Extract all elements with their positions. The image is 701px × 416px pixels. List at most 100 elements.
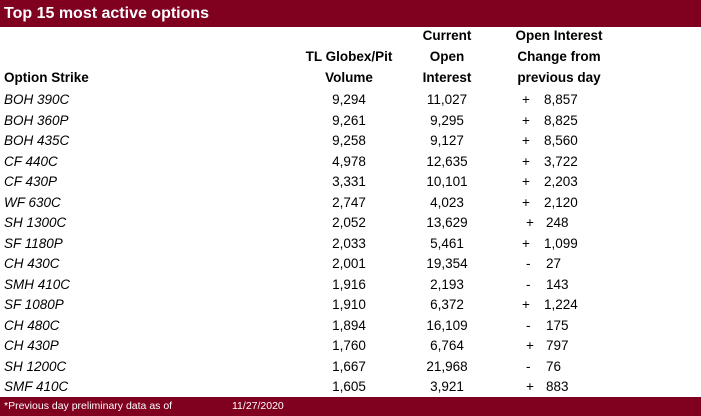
- change-value-cell: 8,857: [544, 92, 578, 107]
- change-sign-cell: -: [526, 358, 531, 374]
- table-row: BOH 435C 9,258 9,127 +8,560: [0, 131, 701, 151]
- change-value-cell: 248: [546, 215, 569, 230]
- change-sign-cell: +: [526, 379, 534, 394]
- volume-cell: 9,258: [332, 133, 366, 148]
- header-volume: TL Globex/Pit Volume: [296, 46, 402, 88]
- table-row: SMF 410C 1,605 3,921 +883: [0, 377, 701, 397]
- option-strike-cell: SF 1080P: [4, 297, 64, 312]
- open-interest-cell: 4,023: [430, 194, 464, 210]
- change-value-cell: 3,722: [544, 153, 578, 169]
- volume-cell: 4,978: [332, 153, 366, 169]
- change-value-cell: 1,099: [544, 235, 578, 251]
- change-value-cell: 2,203: [544, 174, 578, 189]
- change-value-cell: 175: [546, 317, 569, 333]
- table-row: SH 1200C 1,667 21,968 -76: [0, 357, 701, 377]
- change-sign-cell: +: [526, 215, 534, 230]
- option-strike-cell: CF 440C: [4, 153, 58, 169]
- footer-note-bar: *Previous day preliminary data as of 11/…: [0, 397, 701, 416]
- open-interest-cell: 9,295: [430, 112, 464, 128]
- open-interest-cell: 6,372: [430, 297, 464, 312]
- volume-cell: 1,667: [332, 358, 366, 374]
- footer-note: *Previous day preliminary data as of: [4, 400, 173, 412]
- table-title: Top 15 most active options: [0, 0, 701, 27]
- change-sign-cell: +: [522, 235, 530, 251]
- header-option-strike: Option Strike: [4, 70, 89, 85]
- change-value-cell: 76: [546, 358, 562, 374]
- table-row: SMH 410C 1,916 2,193 -143: [0, 275, 701, 295]
- header-oi-line-2: Open: [429, 49, 465, 64]
- volume-cell: 2,052: [332, 215, 366, 230]
- volume-cell: 1,605: [332, 379, 366, 394]
- change-sign-cell: +: [522, 194, 530, 210]
- volume-cell: 2,747: [332, 194, 366, 210]
- change-sign-cell: +: [526, 338, 534, 353]
- change-sign-cell: +: [522, 133, 530, 148]
- header-volume-line-1: TL Globex/Pit: [305, 49, 393, 64]
- volume-cell: 1,760: [332, 338, 366, 353]
- header-oi-change: Open Interest Change from previous day: [494, 25, 624, 88]
- open-interest-cell: 3,921: [430, 379, 464, 394]
- option-strike-cell: SH 1300C: [4, 215, 67, 230]
- change-sign-cell: -: [526, 317, 531, 333]
- change-value-cell: 8,560: [544, 133, 578, 148]
- table-row: CH 430C 2,001 19,354 -27: [0, 254, 701, 274]
- change-value-cell: 1,224: [544, 297, 578, 312]
- table-row: CF 440C 4,978 12,635 +3,722: [0, 152, 701, 172]
- option-strike-cell: CH 430C: [4, 256, 60, 271]
- option-strike-cell: BOH 390C: [4, 92, 70, 107]
- change-value-cell: 797: [546, 338, 569, 353]
- open-interest-cell: 10,101: [426, 174, 468, 189]
- option-strike-cell: CH 480C: [4, 317, 60, 333]
- option-strike-cell: SF 1180P: [4, 235, 63, 251]
- header-oi-line-1: Current: [422, 28, 472, 43]
- volume-cell: 2,001: [332, 256, 366, 271]
- change-value-cell: 27: [546, 256, 562, 271]
- table-row: CF 430P 3,331 10,101 +2,203: [0, 172, 701, 192]
- option-strike-cell: BOH 435C: [4, 133, 70, 148]
- option-strike-cell: SMF 410C: [4, 379, 69, 394]
- table-row: SH 1300C 2,052 13,629 +248: [0, 213, 701, 233]
- open-interest-cell: 21,968: [426, 358, 468, 374]
- change-sign-cell: +: [522, 153, 530, 169]
- open-interest-cell: 16,109: [426, 317, 468, 333]
- change-value-cell: 143: [546, 276, 569, 292]
- option-strike-cell: CH 430P: [4, 338, 59, 353]
- change-sign-cell: +: [522, 174, 530, 189]
- change-value-cell: 8,825: [544, 112, 578, 128]
- open-interest-cell: 2,193: [430, 276, 464, 292]
- open-interest-cell: 19,354: [426, 256, 468, 271]
- table-row: SF 1080P 1,910 6,372 +1,224: [0, 295, 701, 315]
- option-strike-cell: SMH 410C: [4, 276, 71, 292]
- change-value-cell: 2,120: [544, 194, 578, 210]
- table-row: BOH 360P 9,261 9,295 +8,825: [0, 111, 701, 131]
- open-interest-cell: 11,027: [426, 92, 468, 107]
- option-strike-cell: SH 1200C: [4, 358, 67, 374]
- footer-date: 11/27/2020: [232, 400, 284, 412]
- change-value-cell: 883: [546, 379, 569, 394]
- volume-cell: 1,910: [332, 297, 366, 312]
- volume-cell: 1,894: [332, 317, 366, 333]
- open-interest-cell: 13,629: [426, 215, 468, 230]
- open-interest-cell: 9,127: [430, 133, 464, 148]
- option-strike-cell: WF 630C: [4, 194, 61, 210]
- volume-cell: 2,033: [332, 235, 366, 251]
- change-sign-cell: -: [526, 256, 531, 271]
- volume-cell: 3,331: [332, 174, 366, 189]
- header-change-line-1: Open Interest: [515, 28, 603, 43]
- option-strike-cell: CF 430P: [4, 174, 58, 189]
- change-sign-cell: +: [522, 112, 530, 128]
- change-sign-cell: -: [526, 276, 531, 292]
- header-change-line-2: Change from: [517, 49, 601, 64]
- table-row: BOH 390C 9,294 11,027 +8,857: [0, 90, 701, 110]
- header-change-line-3: previous day: [517, 70, 601, 85]
- table-row: CH 480C 1,894 16,109 -175: [0, 316, 701, 336]
- change-sign-cell: +: [522, 92, 530, 107]
- volume-cell: 9,261: [332, 112, 366, 128]
- table-row: CH 430P 1,760 6,764 +797: [0, 336, 701, 356]
- open-interest-cell: 6,764: [430, 338, 464, 353]
- open-interest-cell: 5,461: [430, 235, 464, 251]
- open-interest-cell: 12,635: [426, 153, 468, 169]
- volume-cell: 9,294: [332, 92, 366, 107]
- table-row: WF 630C 2,747 4,023 +2,120: [0, 193, 701, 213]
- change-sign-cell: +: [522, 297, 530, 312]
